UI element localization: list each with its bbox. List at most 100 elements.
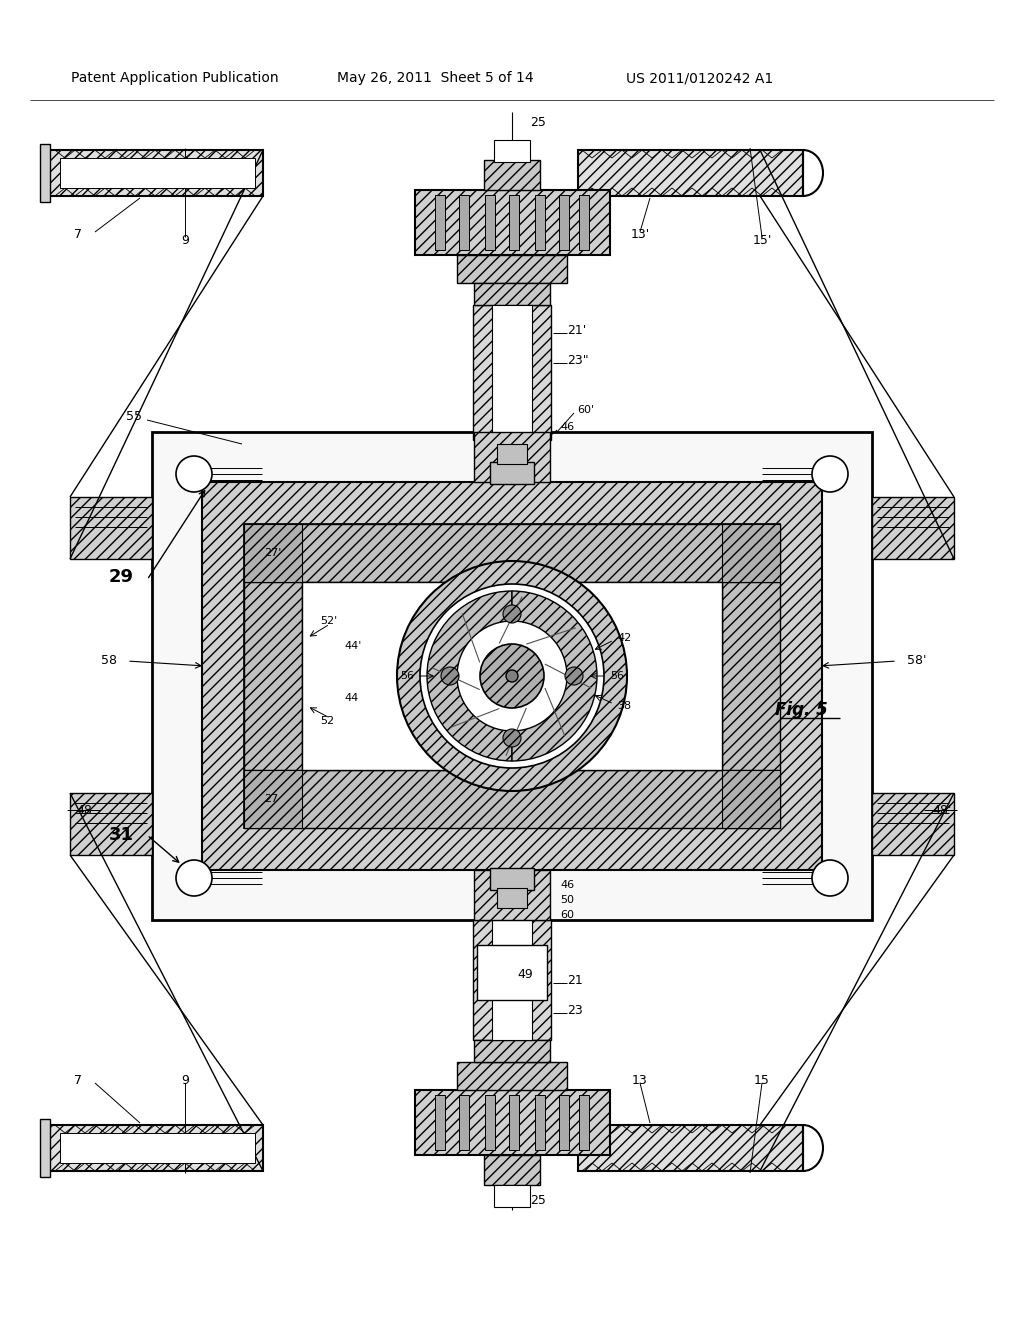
Text: 13: 13 bbox=[632, 1073, 648, 1086]
Text: 56: 56 bbox=[610, 671, 624, 681]
Bar bbox=[492, 920, 532, 1040]
Bar bbox=[872, 793, 954, 855]
Circle shape bbox=[565, 667, 583, 685]
Bar bbox=[485, 1096, 495, 1150]
Bar bbox=[473, 920, 551, 1040]
Bar bbox=[722, 524, 780, 582]
Bar bbox=[509, 195, 519, 249]
Circle shape bbox=[176, 861, 212, 896]
Bar bbox=[244, 582, 302, 770]
Bar bbox=[459, 195, 469, 249]
Bar bbox=[477, 945, 547, 1001]
Bar bbox=[244, 524, 780, 582]
Bar bbox=[48, 1125, 263, 1171]
Bar bbox=[457, 255, 567, 282]
Text: US 2011/0120242 A1: US 2011/0120242 A1 bbox=[627, 71, 773, 84]
Text: 58: 58 bbox=[101, 655, 117, 668]
Bar bbox=[459, 1096, 469, 1150]
Bar bbox=[872, 498, 954, 558]
Bar bbox=[535, 1096, 545, 1150]
Bar bbox=[48, 150, 263, 195]
Text: 7: 7 bbox=[74, 1073, 82, 1086]
Text: 50: 50 bbox=[560, 895, 574, 906]
Bar bbox=[457, 1063, 567, 1090]
Text: 52': 52' bbox=[319, 616, 337, 626]
Bar bbox=[48, 1125, 263, 1171]
Bar bbox=[497, 444, 527, 465]
Text: Patent Application Publication: Patent Application Publication bbox=[72, 71, 279, 84]
Bar bbox=[244, 524, 780, 828]
Text: 49: 49 bbox=[517, 969, 532, 982]
Text: 27: 27 bbox=[264, 795, 279, 804]
Bar bbox=[497, 888, 527, 908]
Bar bbox=[435, 195, 445, 249]
Text: 31: 31 bbox=[109, 826, 134, 843]
Text: 55: 55 bbox=[126, 411, 142, 424]
Bar bbox=[578, 1125, 803, 1171]
Bar bbox=[70, 498, 152, 558]
Text: 15: 15 bbox=[754, 1073, 770, 1086]
Text: May 26, 2011  Sheet 5 of 14: May 26, 2011 Sheet 5 of 14 bbox=[337, 71, 534, 84]
Text: 48: 48 bbox=[76, 804, 92, 817]
Bar bbox=[474, 282, 550, 305]
Bar bbox=[485, 195, 495, 249]
Text: 56: 56 bbox=[400, 671, 414, 681]
Bar bbox=[60, 1133, 255, 1163]
Bar bbox=[48, 150, 263, 195]
Circle shape bbox=[503, 605, 521, 623]
Circle shape bbox=[441, 667, 459, 685]
Text: 60: 60 bbox=[560, 909, 574, 920]
Text: 46: 46 bbox=[560, 880, 574, 890]
Bar bbox=[494, 1185, 530, 1206]
Bar bbox=[244, 770, 302, 828]
Bar bbox=[535, 195, 545, 249]
Bar bbox=[40, 144, 50, 202]
Text: 29: 29 bbox=[109, 568, 134, 586]
Text: 42: 42 bbox=[617, 634, 631, 643]
Bar bbox=[579, 1096, 589, 1150]
Text: 15': 15' bbox=[753, 234, 772, 247]
Text: 48': 48' bbox=[932, 804, 951, 817]
Bar bbox=[60, 158, 255, 187]
Bar bbox=[578, 1125, 803, 1171]
Text: 21: 21 bbox=[567, 974, 583, 986]
Text: 44: 44 bbox=[344, 693, 358, 704]
Circle shape bbox=[397, 561, 627, 791]
Bar bbox=[559, 195, 569, 249]
Bar bbox=[490, 869, 534, 890]
Bar bbox=[473, 305, 551, 440]
Circle shape bbox=[480, 644, 544, 708]
Bar bbox=[474, 870, 550, 920]
Bar bbox=[244, 770, 780, 828]
Bar bbox=[579, 195, 589, 249]
Bar bbox=[415, 190, 610, 255]
Bar bbox=[578, 150, 803, 195]
Text: 58': 58' bbox=[907, 655, 927, 668]
Text: Fig. 5: Fig. 5 bbox=[775, 701, 827, 719]
Bar bbox=[492, 305, 532, 440]
Text: 9: 9 bbox=[181, 1073, 189, 1086]
Bar bbox=[474, 1040, 550, 1063]
Bar bbox=[484, 1155, 540, 1185]
Bar bbox=[302, 582, 722, 770]
Text: 60': 60' bbox=[577, 405, 594, 414]
Bar bbox=[244, 524, 302, 582]
Bar bbox=[494, 140, 530, 162]
Circle shape bbox=[812, 455, 848, 492]
Bar bbox=[509, 1096, 519, 1150]
Bar bbox=[559, 1096, 569, 1150]
Text: 21': 21' bbox=[567, 323, 587, 337]
Circle shape bbox=[176, 455, 212, 492]
Bar bbox=[70, 793, 152, 855]
Bar bbox=[490, 462, 534, 484]
Bar bbox=[578, 150, 803, 195]
Bar bbox=[484, 160, 540, 190]
Text: 23": 23" bbox=[567, 354, 589, 367]
Circle shape bbox=[812, 861, 848, 896]
Bar bbox=[474, 432, 550, 482]
Bar bbox=[152, 432, 872, 920]
Bar bbox=[40, 1119, 50, 1177]
Text: 44': 44' bbox=[344, 642, 361, 651]
Text: 7: 7 bbox=[74, 228, 82, 242]
Circle shape bbox=[420, 583, 604, 768]
